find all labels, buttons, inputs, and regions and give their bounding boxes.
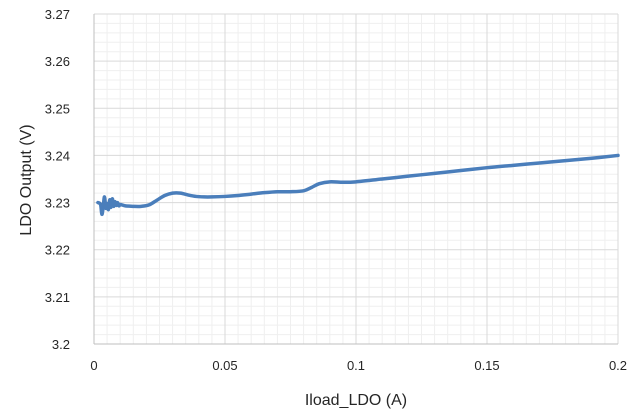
series-layer (96, 153, 620, 217)
y-tick-labels: 3.2 3.21 3.22 3.23 3.24 3.25 3.26 3.27 (45, 7, 70, 352)
axes (93, 14, 618, 345)
minor-grid (94, 14, 618, 344)
y-tick-label: 3.25 (45, 101, 70, 116)
x-tick-label: 0.2 (609, 358, 627, 373)
y-tick-label: 3.27 (45, 7, 70, 22)
y-tick-label: 3.2 (52, 337, 70, 352)
series-line (96, 153, 620, 217)
x-tick-label: 0.1 (347, 358, 365, 373)
x-tick-label: 0.15 (474, 358, 499, 373)
x-axis-title: Iload_LDO (A) (305, 392, 407, 409)
y-axis-title: LDO Output (V) (18, 124, 35, 235)
y-tick-label: 3.23 (45, 196, 70, 211)
y-tick-label: 3.22 (45, 243, 70, 258)
x-tick-label: 0 (90, 358, 97, 373)
y-tick-label: 3.26 (45, 54, 70, 69)
y-tick-label: 3.24 (45, 148, 70, 163)
y-tick-label: 3.21 (45, 290, 70, 305)
x-tick-labels: 0 0.05 0.1 0.15 0.2 (90, 358, 627, 373)
x-tick-label: 0.05 (212, 358, 237, 373)
